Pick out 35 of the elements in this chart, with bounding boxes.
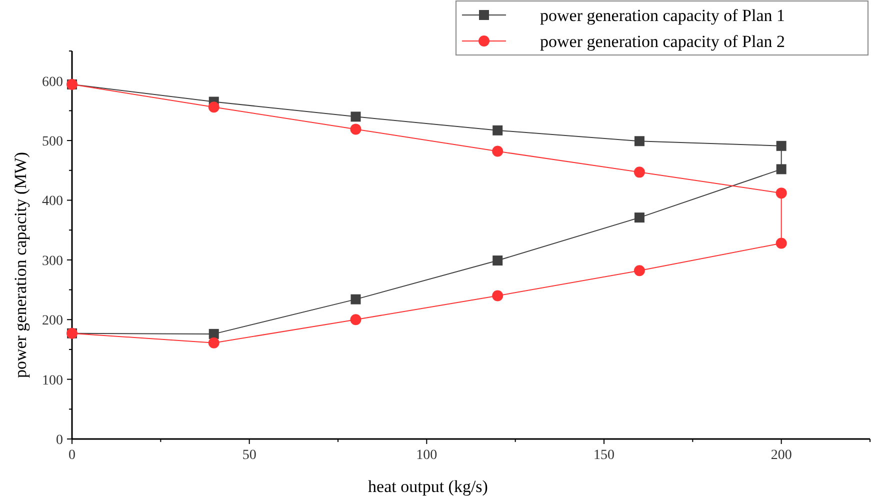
x-tick-label: 200 (770, 448, 792, 463)
point (492, 290, 504, 302)
legend-label: power generation capacity of Plan 2 (540, 32, 785, 51)
point (492, 125, 503, 136)
x-tick-label: 50 (242, 448, 256, 463)
y-tick-label: 0 (56, 433, 63, 448)
y-tick-label: 300 (42, 254, 63, 269)
x-tick-label: 100 (416, 448, 438, 463)
point (492, 146, 504, 157)
point (776, 188, 787, 199)
point (208, 337, 220, 348)
point (776, 238, 787, 249)
point (350, 124, 362, 135)
legend-label: power generation capacity of Plan 1 (540, 6, 785, 25)
point (350, 112, 361, 122)
y-tick-label: 100 (42, 373, 63, 388)
point (634, 212, 644, 223)
point (634, 166, 645, 178)
x-tick-label: 150 (594, 448, 614, 463)
point (634, 265, 645, 276)
y-tick-label: 600 (42, 74, 63, 90)
x-tick-label: 0 (68, 448, 76, 463)
point (776, 164, 786, 174)
y-axis-title: power generation capacity (MW) (11, 152, 30, 378)
y-tick-label: 500 (42, 134, 63, 150)
point (208, 328, 219, 339)
point (776, 140, 786, 151)
y-tick-label: 400 (42, 194, 63, 210)
point (350, 314, 362, 326)
y-tick-label: 200 (42, 314, 63, 329)
point (350, 294, 361, 304)
point (492, 256, 503, 266)
x-axis-title: heat output (kg/s) (368, 477, 488, 496)
point (634, 136, 644, 146)
point (208, 102, 220, 113)
